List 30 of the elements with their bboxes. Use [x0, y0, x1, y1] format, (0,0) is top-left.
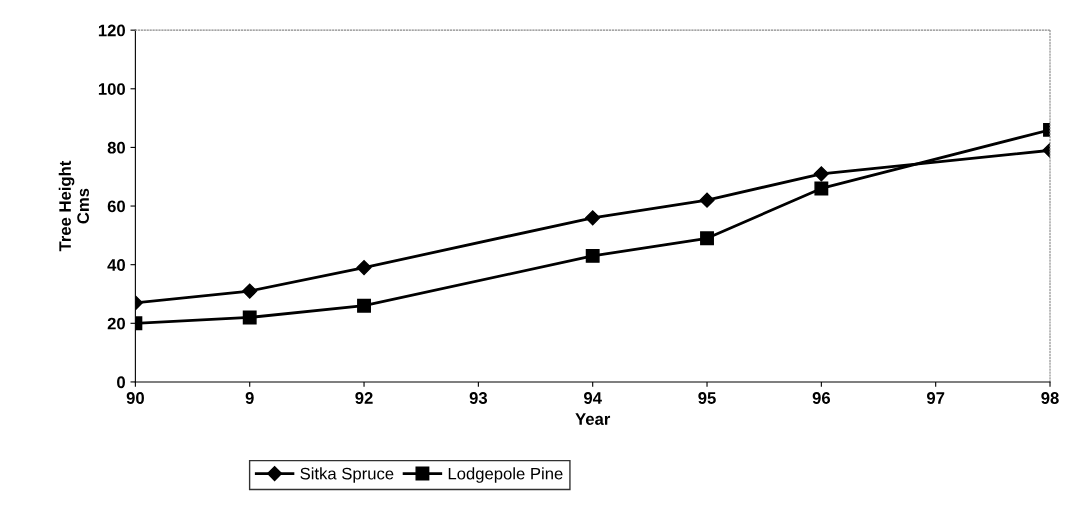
point: [814, 181, 829, 196]
y-tick-label: 20: [107, 317, 125, 330]
x-axis-title: Year: [575, 413, 611, 425]
point: [700, 231, 714, 246]
y-tick-label: 100: [98, 83, 125, 95]
point: [699, 192, 715, 208]
x-tick-label: 95: [698, 392, 716, 404]
point: [242, 283, 258, 299]
point: [356, 260, 372, 276]
y-tick-label: 80: [107, 141, 125, 154]
x-tick-label: 97: [926, 392, 945, 404]
x-tick-label: 98: [1041, 392, 1059, 404]
legend-label: Sitka Spruce: [300, 467, 394, 483]
y-axis-title: Tree Height Cms: [58, 160, 90, 252]
x-tick-label: 9: [245, 392, 254, 404]
legend-label: Lodgepole Pine: [448, 467, 563, 483]
y-tick-label: 0: [117, 376, 125, 389]
y-tick-label: 60: [107, 200, 125, 213]
y-tick-label: 40: [107, 259, 125, 271]
point: [585, 248, 600, 263]
x-tick-label: 90: [126, 392, 144, 404]
x-tick-label: 92: [355, 392, 373, 404]
x-tick-label: 93: [469, 392, 488, 404]
point: [242, 310, 257, 325]
point: [585, 210, 601, 226]
x-tick-label: 96: [812, 392, 831, 404]
x-tick-label: 94: [584, 392, 602, 404]
point: [813, 166, 829, 182]
y-tick-label: 120: [98, 24, 125, 37]
point: [357, 298, 371, 313]
